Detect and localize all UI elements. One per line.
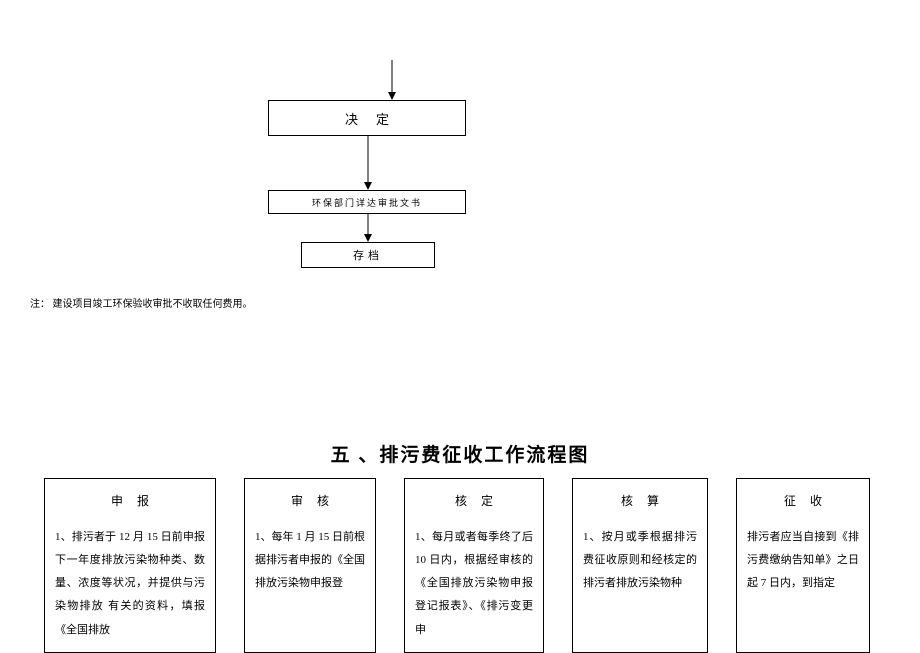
column-2: 审核 1、每年 1 月 15 日前根据排污者申报的《全国排放污染物申报登 <box>244 478 376 653</box>
col-body-3: 1、每月或者每季终了后 10 日内，根据经审核的《全国排放污染物申报登记报表》、… <box>415 526 533 641</box>
arrow-2 <box>268 136 468 190</box>
column-4: 核算 1、按月或季根据排污费征收原则和经核定的排污者排放污染物种 <box>572 478 708 653</box>
col-header-5: 征收 <box>747 489 859 514</box>
col-body-1: 1、排污者于 12 月 15 日前申报下一年度排放污染物种类、数量、浓度等状况，… <box>55 526 205 641</box>
col-body-5: 排污者应当自接到《排污费缴纳告知单》之日起 7 日内，到指定 <box>747 526 859 595</box>
arrow-down-icon <box>388 0 396 100</box>
arrow-3 <box>268 214 468 242</box>
flow-box-archive: 存档 <box>301 242 435 268</box>
flowchart-upper: 决定 环保部门详达审批文书 存档 <box>268 0 468 268</box>
col-header-2: 审核 <box>255 489 365 514</box>
section-title: 五 、排污费征收工作流程图 <box>0 440 920 467</box>
column-5: 征收 排污者应当自接到《排污费缴纳告知单》之日起 7 日内，到指定 <box>736 478 870 653</box>
col-header-1: 申报 <box>55 489 205 514</box>
col-body-4: 1、按月或季根据排污费征收原则和经核定的排污者排放污染物种 <box>583 526 697 595</box>
column-3: 核定 1、每月或者每季终了后 10 日内，根据经审核的《全国排放污染物申报登记报… <box>404 478 544 653</box>
arrow-down-icon <box>364 136 372 190</box>
col-header-4: 核算 <box>583 489 697 514</box>
arrow-down-icon <box>364 214 372 242</box>
column-1: 申报 1、排污者于 12 月 15 日前申报下一年度排放污染物种类、数量、浓度等… <box>44 478 216 653</box>
flow-box-decision: 决定 <box>268 100 466 136</box>
col-body-2: 1、每年 1 月 15 日前根据排污者申报的《全国排放污染物申报登 <box>255 526 365 595</box>
columns-container: 申报 1、排污者于 12 月 15 日前申报下一年度排放污染物种类、数量、浓度等… <box>44 478 870 653</box>
flow-box-mid: 环保部门详达审批文书 <box>268 190 466 214</box>
note-text: 注： 建设项目竣工环保验收审批不收取任何费用。 <box>30 295 253 310</box>
col-header-3: 核定 <box>415 489 533 514</box>
arrow-1 <box>268 0 468 100</box>
